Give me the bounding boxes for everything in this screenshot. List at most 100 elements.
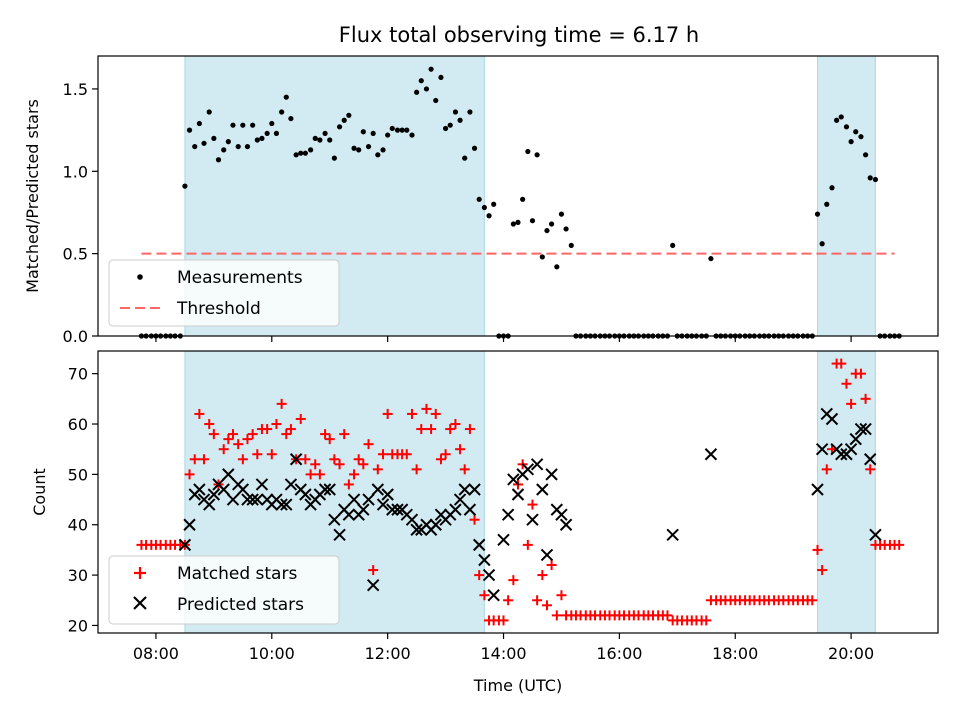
measurement-point: [331, 155, 337, 161]
measurement-point: [317, 137, 323, 143]
ratio-legend-box: [108, 259, 340, 327]
count-y-tick-label: 60: [68, 415, 88, 434]
measurement-point: [447, 122, 453, 128]
legend-label-threshold: Threshold: [176, 299, 261, 319]
matched-star-point: [556, 590, 567, 601]
count-y-tick-label: 70: [68, 365, 88, 384]
matched-star-point: [469, 514, 480, 525]
measurement-point: [336, 124, 343, 130]
matched-star-point: [846, 398, 857, 409]
ratio-y-tick-label: 1.5: [63, 80, 88, 99]
measurement-point: [534, 152, 540, 158]
matched-star-point: [320, 429, 331, 440]
measurement-point: [322, 130, 328, 137]
matched-star-point: [285, 424, 296, 435]
predicted-star-point: [835, 448, 848, 461]
matched-star-point: [421, 403, 432, 414]
predicted-star-point: [536, 483, 549, 496]
measurement-point: [298, 150, 304, 156]
matched-star-point: [807, 595, 818, 606]
measurement-point: [215, 157, 222, 163]
measurement-point: [230, 122, 236, 128]
matched-star-point: [450, 419, 461, 430]
matched-star-point: [237, 454, 248, 465]
measurement-point: [423, 86, 430, 92]
predicted-star-point: [468, 483, 481, 496]
matched-stars-points: [136, 358, 905, 626]
matched-star-point: [662, 610, 673, 621]
ratio-y-tick-label: 0.5: [63, 245, 88, 264]
matched-star-point: [184, 469, 195, 480]
matched-star-point: [300, 454, 311, 465]
measurement-point: [457, 117, 463, 123]
predicted-star-point: [405, 513, 419, 526]
predicted-star-point: [849, 432, 862, 446]
matched-star-point: [860, 393, 871, 404]
matched-star-point: [426, 424, 437, 435]
measurement-point: [201, 140, 207, 146]
matched-star-point: [537, 570, 548, 581]
predicted-star-point: [251, 493, 264, 506]
matched-star-point: [474, 570, 485, 581]
predicted-star-point: [357, 503, 370, 516]
measurement-point: [399, 127, 405, 133]
predicted-star-point: [844, 442, 858, 456]
predicted-star-point: [241, 493, 254, 506]
measurement-point: [346, 112, 352, 118]
measurement-point: [529, 218, 536, 224]
matched-star-point: [247, 429, 258, 440]
matched-star-point: [527, 499, 538, 510]
predicted-star-point: [825, 412, 839, 426]
matched-star-point: [459, 464, 470, 475]
measurement-point: [196, 120, 202, 127]
matched-star-point: [305, 469, 316, 480]
measurement-point: [327, 137, 333, 143]
measurement-point: [365, 143, 372, 150]
matched-star-point: [817, 565, 828, 576]
measurement-point: [862, 152, 869, 158]
predicted-star-point: [507, 473, 520, 486]
predicted-star-point: [704, 448, 718, 461]
count-y-tick-label: 50: [68, 465, 88, 484]
legend-marker-measurements: [137, 274, 143, 280]
measurement-point: [544, 227, 550, 234]
measurement-point: [283, 94, 289, 100]
predicted-star-point: [381, 488, 394, 501]
predicted-star-point: [207, 488, 221, 501]
predicted-star-point: [410, 523, 423, 536]
predicted-star-point: [203, 498, 216, 511]
x-tick-label: 20:00: [828, 644, 874, 663]
matched-star-point: [855, 368, 866, 379]
predicted-star-point: [371, 483, 385, 496]
count-y-tick-label: 40: [68, 516, 88, 535]
matched-star-point: [189, 454, 200, 465]
matched-star-point: [218, 444, 229, 455]
matched-star-point: [411, 464, 422, 475]
measurement-point: [433, 97, 439, 104]
measurement-point: [225, 139, 231, 145]
matched-star-point: [382, 408, 393, 419]
predicted-star-point: [289, 453, 303, 466]
matched-star-point: [208, 429, 219, 440]
predicted-star-point: [482, 568, 496, 582]
matched-star-point: [836, 358, 847, 369]
matched-star-point: [223, 434, 234, 445]
measurement-point: [240, 122, 246, 128]
matched-star-point: [339, 429, 350, 440]
matched-star-point: [358, 459, 369, 470]
measurement-point: [467, 109, 473, 115]
matched-star-point: [281, 429, 292, 440]
measurement-point: [843, 124, 850, 130]
matched-star-point: [865, 464, 876, 475]
measurement-point: [394, 127, 401, 133]
legend-label-predicted: Predicted stars: [177, 595, 304, 615]
matched-star-point: [266, 449, 277, 460]
matched-star-point: [541, 600, 552, 611]
measurement-point: [708, 255, 714, 262]
predicted-star-point: [472, 538, 486, 552]
measurement-point: [211, 135, 217, 141]
predicted-star-point: [222, 468, 235, 481]
measurement-point: [829, 185, 835, 191]
count-legend: Matched stars Predicted stars: [108, 555, 340, 625]
measurement-point: [670, 242, 676, 249]
